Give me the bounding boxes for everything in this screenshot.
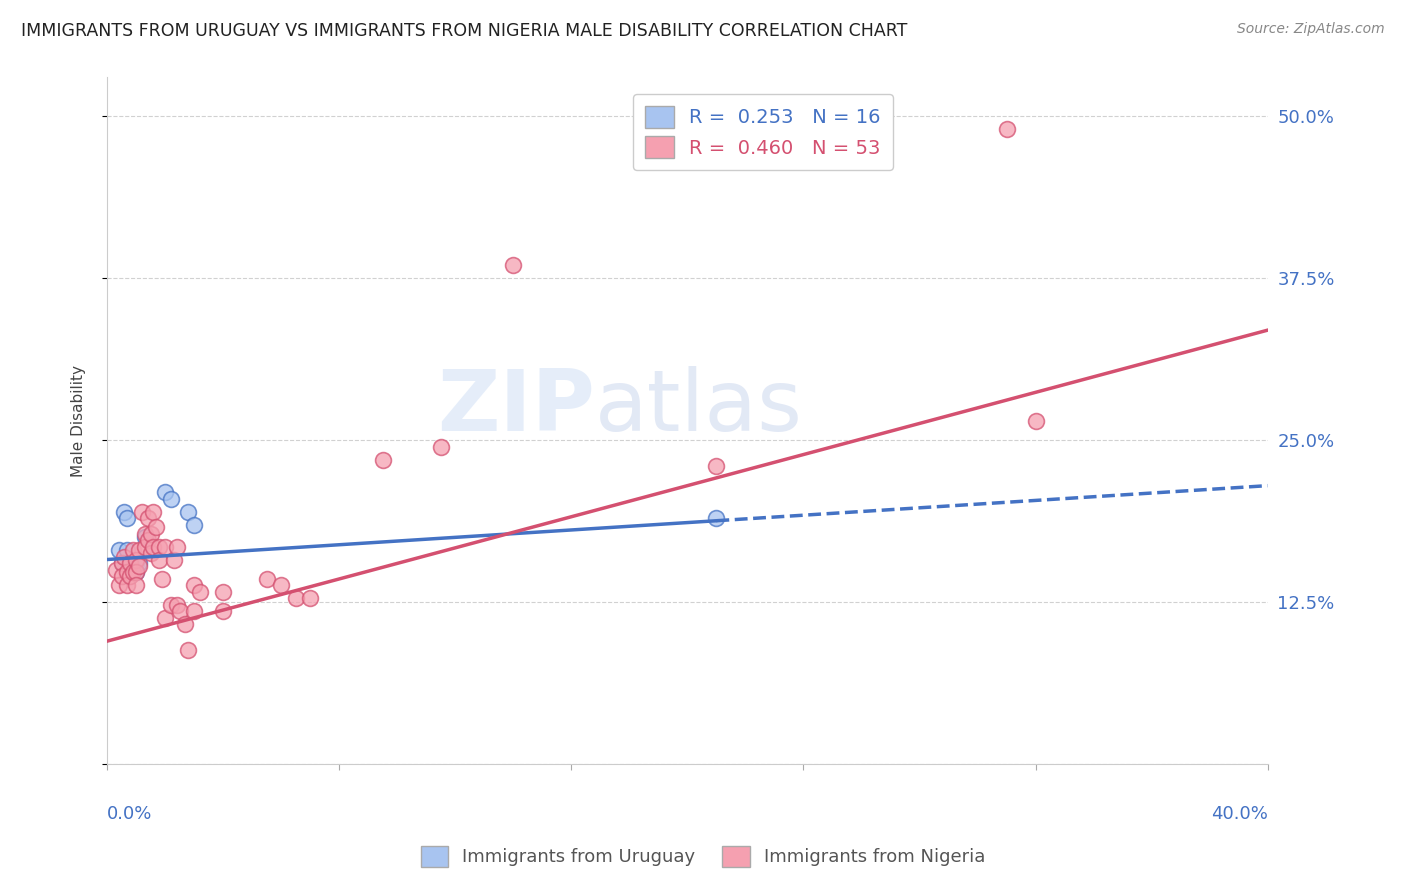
Point	[125, 552, 148, 566]
Point	[212, 585, 235, 599]
Point	[177, 505, 200, 519]
Point	[371, 452, 394, 467]
Point	[134, 531, 156, 545]
Point	[136, 533, 159, 547]
Point	[706, 459, 728, 474]
Point	[188, 585, 211, 599]
Point	[125, 578, 148, 592]
Point	[153, 485, 176, 500]
Point	[256, 572, 278, 586]
Point	[104, 563, 127, 577]
Text: IMMIGRANTS FROM URUGUAY VS IMMIGRANTS FROM NIGERIA MALE DISABILITY CORRELATION C: IMMIGRANTS FROM URUGUAY VS IMMIGRANTS FR…	[21, 22, 907, 40]
Point	[183, 517, 205, 532]
Legend: R =  0.253   N = 16, R =  0.460   N = 53: R = 0.253 N = 16, R = 0.460 N = 53	[633, 94, 893, 170]
Point	[183, 604, 205, 618]
Point	[125, 566, 148, 580]
Point	[169, 604, 191, 618]
Y-axis label: Male Disability: Male Disability	[72, 365, 86, 477]
Point	[120, 557, 142, 571]
Point	[128, 543, 150, 558]
Point	[120, 569, 142, 583]
Point	[136, 511, 159, 525]
Point	[150, 572, 173, 586]
Point	[142, 540, 165, 554]
Point	[148, 540, 170, 554]
Point	[117, 511, 139, 525]
Point	[183, 578, 205, 592]
Point	[145, 520, 167, 534]
Point	[139, 526, 162, 541]
Point	[166, 540, 188, 554]
Point	[114, 549, 136, 564]
Point	[163, 552, 186, 566]
Point	[160, 491, 183, 506]
Point	[212, 604, 235, 618]
Point	[995, 122, 1018, 136]
Point	[117, 578, 139, 592]
Point	[125, 557, 148, 571]
Point	[134, 540, 156, 554]
Point	[160, 598, 183, 612]
Point	[284, 591, 307, 606]
Text: 40.0%: 40.0%	[1211, 805, 1268, 823]
Text: Source: ZipAtlas.com: Source: ZipAtlas.com	[1237, 22, 1385, 37]
Point	[110, 557, 132, 571]
Point	[110, 557, 132, 571]
Point	[122, 543, 145, 558]
Point	[110, 569, 132, 583]
Point	[114, 505, 136, 519]
Point	[706, 511, 728, 525]
Text: ZIP: ZIP	[437, 366, 595, 449]
Point	[107, 578, 129, 592]
Point	[117, 566, 139, 580]
Point	[122, 566, 145, 580]
Point	[502, 258, 524, 272]
Point	[128, 557, 150, 571]
Text: atlas: atlas	[595, 366, 803, 449]
Point	[174, 617, 197, 632]
Point	[131, 505, 153, 519]
Point	[142, 505, 165, 519]
Point	[148, 552, 170, 566]
Point	[122, 563, 145, 577]
Point	[166, 598, 188, 612]
Text: 0.0%: 0.0%	[107, 805, 152, 823]
Point	[128, 559, 150, 574]
Point	[117, 543, 139, 558]
Legend: Immigrants from Uruguay, Immigrants from Nigeria: Immigrants from Uruguay, Immigrants from…	[413, 838, 993, 874]
Point	[270, 578, 292, 592]
Point	[125, 566, 148, 580]
Point	[139, 546, 162, 560]
Point	[153, 611, 176, 625]
Point	[299, 591, 322, 606]
Point	[1025, 414, 1047, 428]
Point	[429, 440, 451, 454]
Point	[107, 543, 129, 558]
Point	[134, 526, 156, 541]
Point	[177, 643, 200, 657]
Point	[120, 557, 142, 571]
Point	[153, 540, 176, 554]
